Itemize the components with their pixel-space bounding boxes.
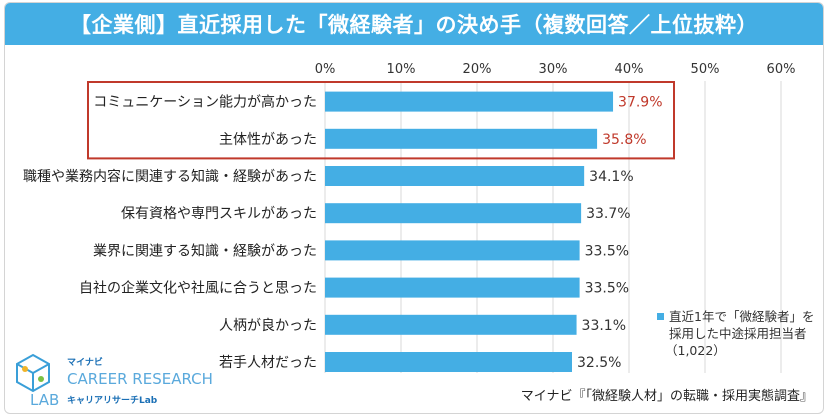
bar xyxy=(325,203,582,224)
source-note: マイナビ『「微経験人材」の転職・採用実態調査』 xyxy=(521,388,813,404)
x-tick-label: 30% xyxy=(539,62,568,77)
bar xyxy=(325,352,572,372)
logo: マイナビ CAREER RESEARCH LAB キャリアリサーチLab xyxy=(16,353,213,409)
value-label: 35.8% xyxy=(602,132,646,148)
x-axis-ticks: 0% 10% 20% 30% 40% 50% 60% xyxy=(315,62,796,77)
category-label: 若手人材だった xyxy=(219,355,317,371)
category-labels: コミュニケーション能力が高かった主体性があった職種や業務内容に関連する知識・経験… xyxy=(23,94,317,371)
cube-logo-icon xyxy=(16,353,50,393)
logo-line-1: CAREER RESEARCH xyxy=(67,370,213,388)
bar-chart: 0% 10% 20% 30% 40% 50% 60% コミュニケーション能力が高かった主体性… xyxy=(16,62,814,409)
value-label: 33.1% xyxy=(582,318,626,334)
value-label: 37.9% xyxy=(618,95,662,111)
bar xyxy=(325,314,577,335)
bar xyxy=(325,166,585,186)
x-tick-label: 10% xyxy=(387,62,416,77)
value-label: 32.5% xyxy=(577,355,621,371)
legend-swatch xyxy=(657,313,664,320)
legend-line-1: 直近1年で「微経験者」を xyxy=(669,309,814,324)
logo-brand: マイナビ xyxy=(67,356,103,368)
category-label: 自社の企業文化や社風に合うと思った xyxy=(79,280,317,297)
x-tick-label: 40% xyxy=(615,62,644,77)
value-label: 33.5% xyxy=(585,243,629,259)
x-tick-label: 50% xyxy=(691,62,720,77)
category-label: 業界に関連する知識・経験があった xyxy=(93,242,317,259)
category-label: 保有資格や専門スキルがあった xyxy=(121,206,317,222)
bar xyxy=(325,277,580,298)
x-tick-label: 60% xyxy=(767,62,796,77)
bar xyxy=(325,91,614,112)
highlight-box xyxy=(87,81,675,160)
logo-sub: キャリアリサーチLab xyxy=(67,395,158,406)
bar xyxy=(325,128,598,149)
value-labels: 37.9% 35.8% 34.1% 33.7% 33.5% 33.5% 33.1% 32.5% xyxy=(577,95,663,371)
value-label: 33.5% xyxy=(585,281,629,297)
legend-line-3: （1,022） xyxy=(665,343,726,358)
value-label: 33.7% xyxy=(586,206,630,222)
logo-line-2: LAB xyxy=(30,391,59,409)
category-label: コミュニケーション能力が高かった xyxy=(93,94,317,111)
chart-title: 【企業側】直近採用した「微経験者」の決め手（複数回答／上位抜粋） xyxy=(5,3,823,45)
category-label: 人柄が良かった xyxy=(219,318,317,334)
category-label: 主体性があった xyxy=(219,132,317,148)
category-label: 職種や業務内容に関連する知識・経験があった xyxy=(23,168,317,185)
x-tick-label: 20% xyxy=(463,62,492,77)
legend: 直近1年で「微経験者」を 採用した中途採用担当者 （1,022） xyxy=(657,309,814,358)
legend-line-2: 採用した中途採用担当者 xyxy=(669,326,807,341)
bar xyxy=(325,240,580,261)
bars xyxy=(325,91,614,372)
chart-frame: 【企業側】直近採用した「微経験者」の決め手（複数回答／上位抜粋） 0% 10% 20… xyxy=(4,2,824,414)
x-tick-label: 0% xyxy=(315,62,336,77)
value-label: 34.1% xyxy=(589,169,633,185)
